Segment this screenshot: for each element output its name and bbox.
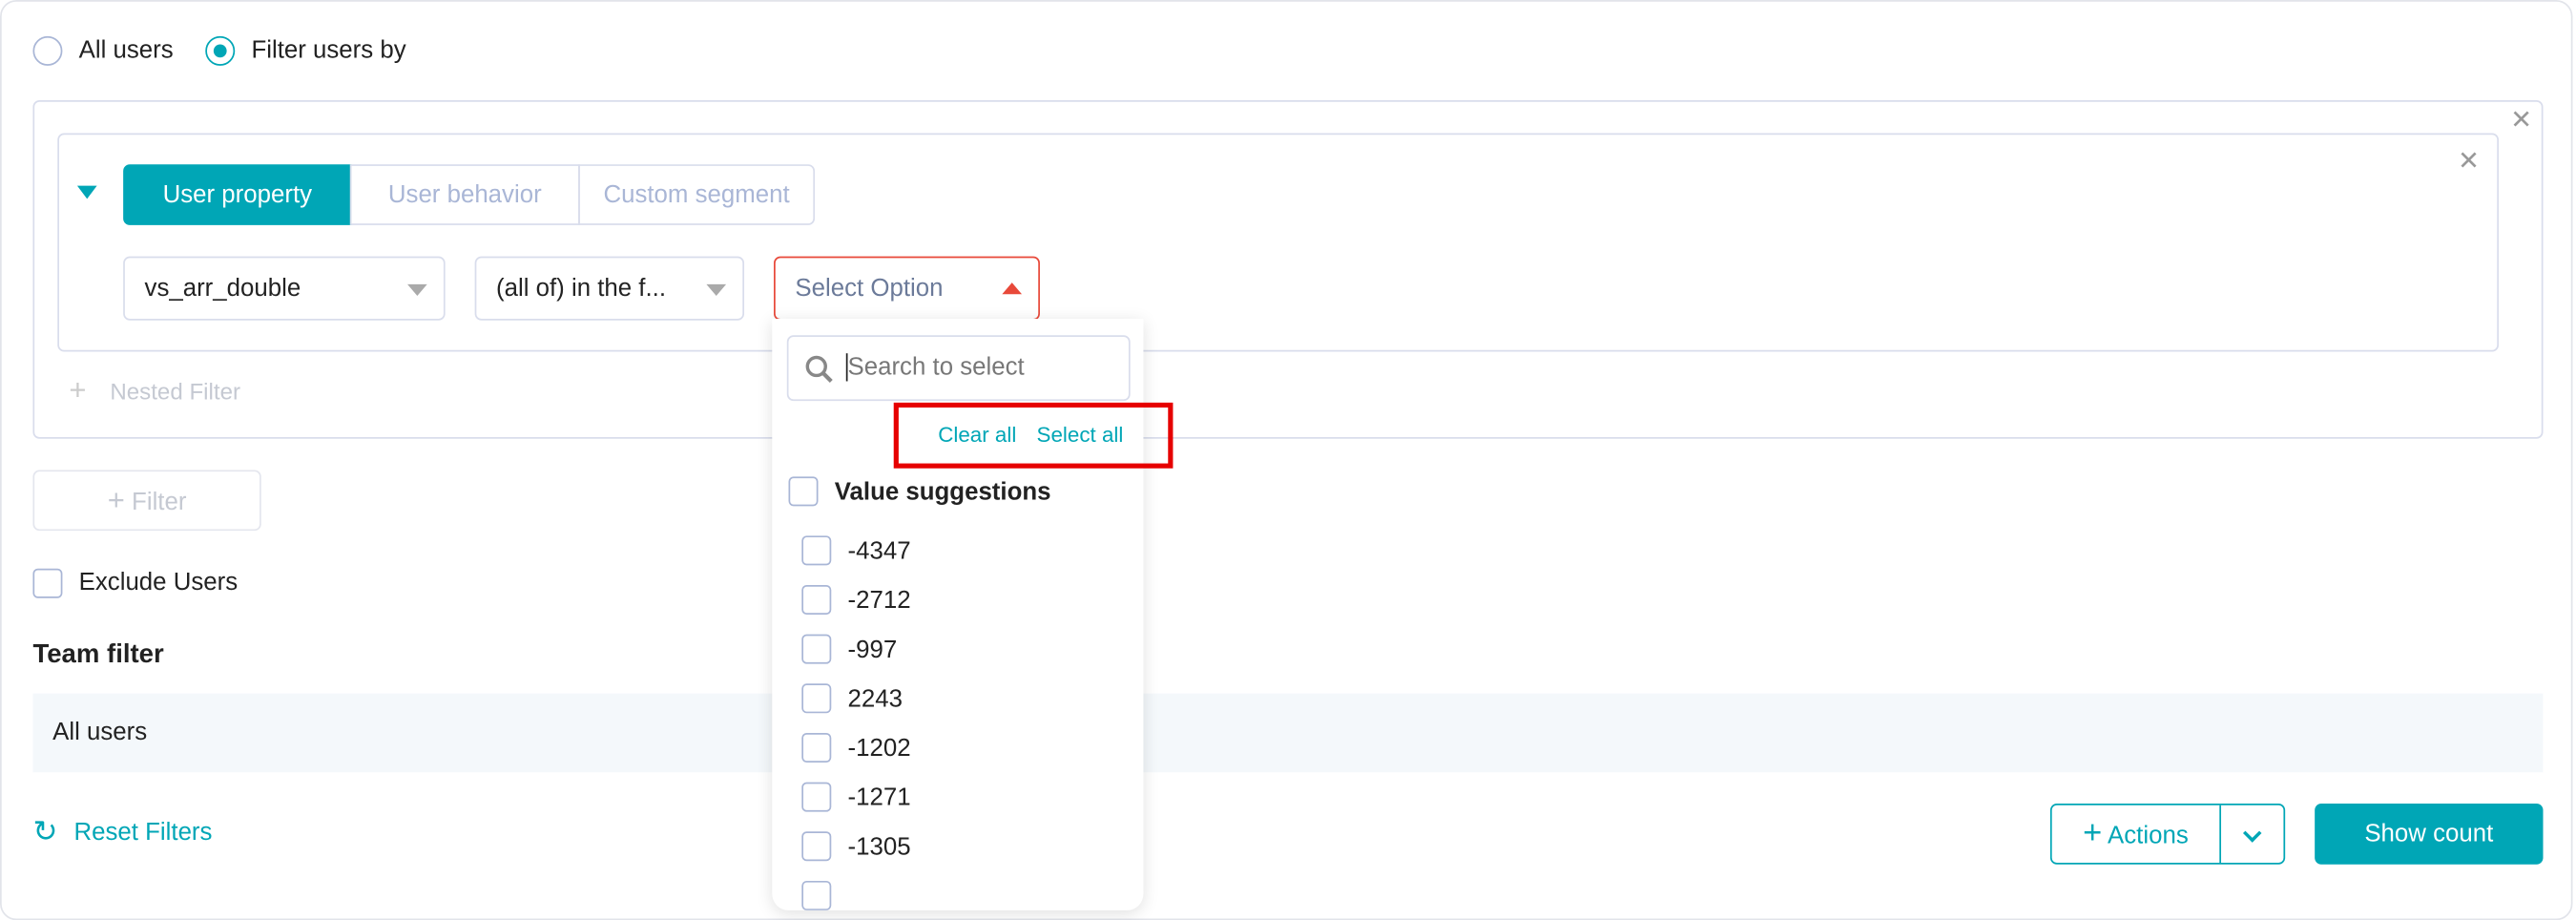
- collapse-triangle-icon[interactable]: [76, 185, 97, 199]
- option-label: -2712: [847, 586, 911, 615]
- option-item[interactable]: -1305: [801, 831, 1113, 868]
- actions-dropdown-button[interactable]: [2221, 805, 2283, 863]
- exclude-users-label: Exclude Users: [78, 568, 239, 597]
- team-filter-value[interactable]: All users: [32, 693, 2544, 773]
- option-checkbox[interactable]: [801, 782, 832, 812]
- option-item[interactable]: 2243: [801, 683, 1113, 720]
- actions-button[interactable]: + Actions: [2052, 805, 2222, 863]
- option-label: 2243: [847, 685, 903, 714]
- filter-row: [57, 133, 2500, 352]
- clear-all-link[interactable]: Clear all: [938, 422, 1017, 448]
- option-checkbox[interactable]: [801, 584, 832, 615]
- plus-icon: +: [107, 483, 125, 516]
- option-checkbox[interactable]: [801, 831, 832, 862]
- caret-down-icon: [706, 283, 727, 296]
- reset-icon: ↻: [32, 815, 58, 848]
- option-checkbox[interactable]: [801, 732, 832, 763]
- option-label: -1271: [847, 784, 911, 812]
- actions-label: Actions: [2108, 821, 2189, 850]
- filter-group: [32, 100, 2544, 439]
- option-item[interactable]: -2712: [801, 584, 1113, 621]
- all-users-radio[interactable]: [32, 35, 63, 66]
- option-item[interactable]: -1202: [801, 732, 1113, 769]
- caret-down-icon: [407, 283, 427, 296]
- option-label: -997: [847, 636, 898, 664]
- option-checkbox[interactable]: [801, 634, 832, 664]
- option-item[interactable]: -997: [801, 634, 1113, 671]
- nested-filter-button[interactable]: Nested Filter: [110, 378, 241, 405]
- value-placeholder: Select Option: [795, 274, 944, 303]
- filter-users-by-label: Filter users by: [251, 35, 406, 65]
- add-filter-label: Filter: [132, 488, 187, 516]
- chevron-down-icon: [2242, 824, 2262, 843]
- operator-select[interactable]: (all of) in the f...: [474, 256, 745, 321]
- reset-filters-link[interactable]: Reset Filters: [73, 818, 213, 847]
- option-checkbox[interactable]: [801, 880, 832, 910]
- caret-up-icon: [1002, 282, 1023, 295]
- actions-button-group: + Actions: [2049, 804, 2286, 865]
- value-suggestions-label: Value suggestions: [834, 478, 1051, 507]
- value-dropdown: Search to select Clear all Select all Va…: [772, 319, 1144, 910]
- close-icon[interactable]: ✕: [2457, 147, 2481, 177]
- plus-icon: +: [69, 372, 87, 407]
- property-select[interactable]: vs_arr_double: [123, 256, 446, 321]
- option-checkbox[interactable]: [801, 535, 832, 566]
- add-filter-button[interactable]: + Filter: [32, 470, 261, 532]
- search-placeholder: Search to select: [845, 353, 1025, 382]
- filter-users-by-radio[interactable]: [205, 35, 236, 66]
- tab-custom-segment[interactable]: Custom segment: [578, 164, 816, 225]
- show-count-button[interactable]: Show count: [2315, 804, 2544, 865]
- operator-value: (all of) in the f...: [496, 274, 667, 303]
- option-label: -1305: [847, 833, 911, 862]
- search-icon: [805, 355, 833, 383]
- property-value: vs_arr_double: [144, 274, 301, 303]
- option-checkbox[interactable]: [801, 683, 832, 714]
- option-label: -4347: [847, 537, 911, 566]
- plus-icon: +: [2083, 815, 2103, 851]
- select-all-link[interactable]: Select all: [1036, 422, 1124, 448]
- search-input[interactable]: Search to select: [786, 335, 1131, 402]
- value-select[interactable]: Select Option: [774, 256, 1040, 321]
- option-label: -1202: [847, 734, 911, 763]
- tab-user-behavior[interactable]: User behavior: [349, 164, 580, 225]
- option-item[interactable]: -4347: [801, 535, 1113, 572]
- option-item[interactable]: -1271: [801, 782, 1113, 819]
- team-filter-title: Team filter: [32, 640, 164, 669]
- value-suggestions-checkbox[interactable]: [788, 476, 819, 507]
- exclude-users-checkbox[interactable]: [32, 568, 63, 598]
- tab-user-property[interactable]: User property: [123, 164, 352, 225]
- close-icon[interactable]: ✕: [2510, 106, 2533, 136]
- highlight-box: [893, 402, 1174, 469]
- all-users-label: All users: [78, 35, 174, 65]
